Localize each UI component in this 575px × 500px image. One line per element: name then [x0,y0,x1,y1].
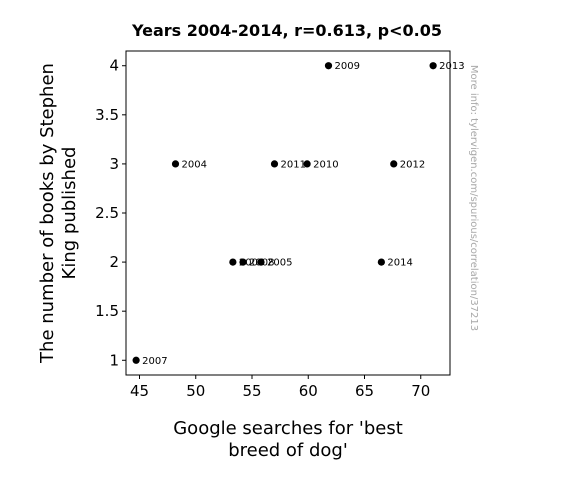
x-tick-label: 70 [411,382,430,400]
x-tick-label: 55 [242,382,261,400]
x-tick-label: 50 [186,382,205,400]
data-label-2006: 2006 [239,258,264,269]
data-point-2013 [429,62,437,70]
y-tick-label: 4 [109,57,119,75]
data-point-2007 [132,356,140,364]
x-axis: 45 50 55 60 65 70 [130,375,430,400]
data-point-2006 [229,258,237,266]
x-tick-label: 60 [299,382,318,400]
y-axis-label-line-1: The number of books by Stephen [37,63,58,364]
chart-title: Years 2004-2014, r=0.613, p<0.05 [131,21,442,40]
y-tick-label: 2.5 [95,204,119,222]
y-tick-label: 1 [109,351,119,369]
data-point-2009 [324,62,333,70]
data-point-2012 [390,160,398,168]
x-axis-label-line-2: breed of dog' [228,440,348,461]
data-label-2013: 2013 [439,61,464,72]
y-tick-label: 1.5 [95,302,119,320]
data-label-2011: 2011 [281,159,306,170]
y-tick-label: 3 [109,155,119,173]
data-point-2008 [239,258,247,266]
data-point-2010 [303,160,311,168]
y-axis: 1 1.5 2 2.5 3 3.5 4 [95,57,126,369]
source-watermark: More info: tylervigen.com/spurious/corre… [468,65,479,331]
data-label-2008: 2008 [249,258,274,269]
data-label-2010: 2010 [313,159,338,170]
plot-area [125,50,451,376]
y-tick-label: 3.5 [95,106,119,124]
x-tick-label: 45 [130,382,149,400]
y-axis-label-line-2: King published [59,147,80,280]
data-label-2005: 2005 [267,258,292,269]
data-point-2005 [257,258,265,266]
x-tick-label: 65 [355,382,374,400]
data-label-2009: 2009 [335,61,360,72]
data-label-2004: 2004 [182,159,207,170]
y-tick-label: 2 [109,253,119,271]
data-point-2014 [377,258,385,266]
x-axis-label-line-1: Google searches for 'best [173,418,403,439]
data-point-2011 [270,160,279,168]
data-label-2007: 2007 [142,356,167,367]
data-label-2012: 2012 [400,159,425,170]
data-point-2004 [171,160,180,168]
data-label-2014: 2014 [387,258,412,269]
